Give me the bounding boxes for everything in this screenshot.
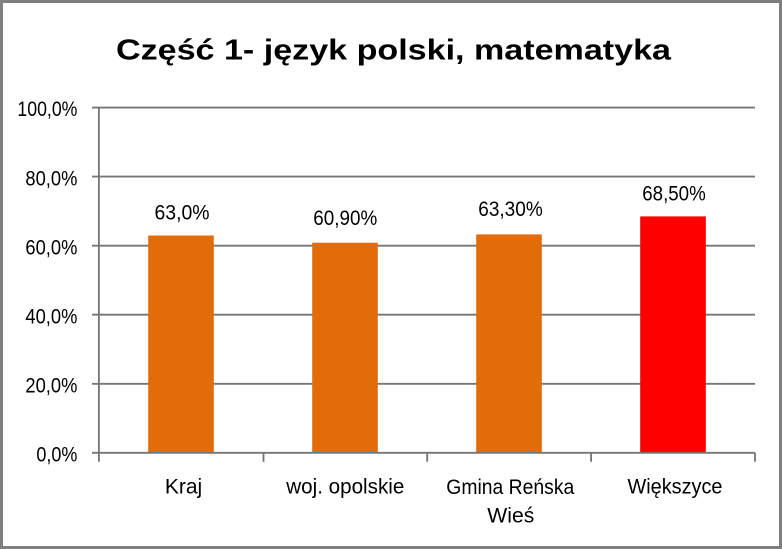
svg-text:Wieś: Wieś xyxy=(487,504,534,527)
svg-text:68,50%: 68,50% xyxy=(642,182,706,205)
svg-text:40,0%: 40,0% xyxy=(25,305,77,328)
svg-text:Gmina Reńska: Gmina Reńska xyxy=(446,476,574,499)
svg-text:63,30%: 63,30% xyxy=(478,198,543,221)
svg-text:Większyce: Większyce xyxy=(628,476,723,499)
svg-text:Kraj: Kraj xyxy=(165,476,202,499)
svg-text:Część 1- język polski, matemat: Część 1- język polski, matematyka xyxy=(116,35,672,67)
svg-text:80,0%: 80,0% xyxy=(25,167,77,190)
svg-text:63,0%: 63,0% xyxy=(155,201,210,224)
svg-text:20,0%: 20,0% xyxy=(25,375,77,398)
svg-text:woj. opolskie: woj. opolskie xyxy=(285,476,404,499)
svg-text:0,0%: 0,0% xyxy=(36,443,77,466)
svg-text:100,0%: 100,0% xyxy=(17,98,77,121)
svg-text:60,90%: 60,90% xyxy=(313,207,377,230)
svg-text:60,0%: 60,0% xyxy=(25,236,77,259)
